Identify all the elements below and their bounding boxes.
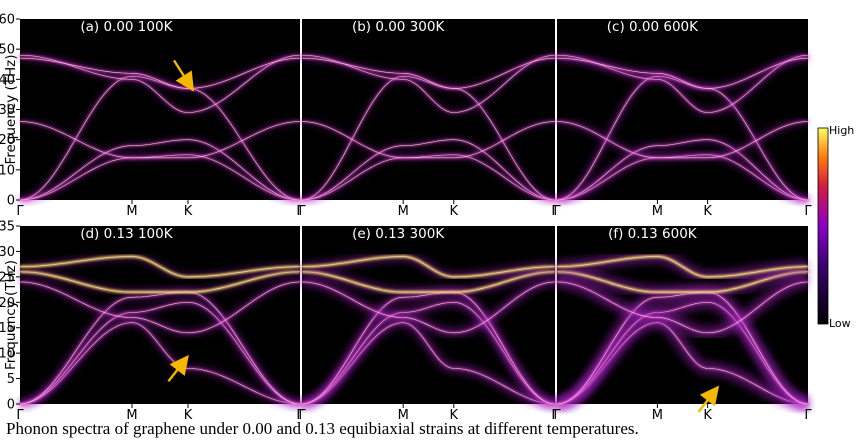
x-tick-label: K xyxy=(703,408,712,423)
panels: (a) 0.00 100K (b) 0.00 300K (c) 0.00 600K (… xyxy=(19,19,809,413)
x-tick-label: K xyxy=(184,408,193,423)
y-tick-label: 50 xyxy=(0,43,15,58)
x-tick-label: Γ xyxy=(804,204,812,219)
panel-title: (c) 0.00 600K xyxy=(607,19,699,35)
y-axis-label: Frequency (THz) xyxy=(3,54,19,164)
band-core-5 xyxy=(301,256,555,278)
x-tick-label: M xyxy=(126,408,137,423)
panel-e: (e) 0.13 300K xyxy=(301,226,556,409)
x-tick-label: M xyxy=(652,204,663,219)
y-tick-label: 10 xyxy=(0,163,15,178)
band-core-0 xyxy=(19,322,301,405)
y-tick-label: 10 xyxy=(0,347,15,362)
band-core-3 xyxy=(19,281,301,334)
panel-f: (f) 0.13 600K xyxy=(556,226,809,413)
band-core-4 xyxy=(556,271,809,293)
y-tick-label: 0 xyxy=(7,194,15,209)
band-core-5 xyxy=(19,256,300,278)
panel-title: (b) 0.00 300K xyxy=(352,19,446,35)
panel-c: (c) 0.00 600K xyxy=(556,19,809,203)
y-tick-label: 60 xyxy=(0,13,15,28)
y-tick-label: 5 xyxy=(7,372,15,387)
y-tick-label: 30 xyxy=(0,103,15,118)
x-tick-label: Γ xyxy=(298,408,306,423)
x-tick-label: Γ xyxy=(551,204,559,219)
band-core-3 xyxy=(556,281,809,334)
colorbar-gradient xyxy=(817,127,829,325)
band-core-3 xyxy=(556,121,809,159)
x-tick-label: K xyxy=(450,204,459,219)
annotation-arrow xyxy=(167,354,189,383)
x-tick-label: Γ xyxy=(296,204,304,219)
panel-title: (d) 0.13 100K xyxy=(80,226,174,242)
y-tick-label: 20 xyxy=(0,296,15,311)
band-core-4 xyxy=(301,271,556,293)
y-tick-label: 15 xyxy=(0,321,15,336)
panel-b: (b) 0.00 300K xyxy=(301,19,556,202)
band-core-5 xyxy=(556,57,809,89)
y-tick-label: 30 xyxy=(0,245,15,260)
x-tick-label: Γ xyxy=(296,408,304,423)
panel-title: (e) 0.13 300K xyxy=(352,226,445,242)
band-core-4 xyxy=(19,271,301,293)
y-tick-label: 0 xyxy=(7,398,15,413)
annotation-arrow xyxy=(172,59,194,92)
annotation-arrow xyxy=(697,385,720,413)
band-core-5 xyxy=(19,57,301,89)
band-core-3 xyxy=(301,121,556,159)
x-tick-label: K xyxy=(703,204,712,219)
x-tick-label: M xyxy=(652,408,663,423)
x-tick-label: Γ xyxy=(16,408,24,423)
colorbar-high-label: High xyxy=(829,124,854,137)
panel-title: (f) 0.13 600K xyxy=(608,226,698,242)
band-core-1 xyxy=(301,139,556,201)
x-tick-label: Γ xyxy=(298,204,306,219)
x-tick-label: K xyxy=(184,204,193,219)
colorbar-low-label: Low xyxy=(829,317,851,330)
figure-caption: Phonon spectra of graphene under 0.00 an… xyxy=(6,419,639,438)
x-tick-label: M xyxy=(398,408,409,423)
y-axis-label: Frequency (THz) xyxy=(3,260,19,370)
panel-background xyxy=(302,19,555,200)
colorbar: High Low xyxy=(817,124,854,330)
band-core-5 xyxy=(556,256,808,278)
panel-background xyxy=(20,19,300,200)
y-tick-label: 35 xyxy=(0,220,15,235)
x-tick-label: Γ xyxy=(16,204,24,219)
x-tick-label: K xyxy=(450,408,459,423)
x-tick-label: M xyxy=(126,204,137,219)
y-tick-label: 20 xyxy=(0,133,15,148)
panel-a: (a) 0.00 100K xyxy=(19,19,301,202)
x-tick-label: Γ xyxy=(553,408,561,423)
band-core-1 xyxy=(556,139,809,201)
x-tick-label: Γ xyxy=(553,204,561,219)
band-core-3 xyxy=(301,281,556,334)
panel-d: (d) 0.13 100K xyxy=(19,226,301,407)
panel-background xyxy=(557,19,808,200)
band-core-5 xyxy=(301,57,556,89)
panel-title: (a) 0.00 100K xyxy=(80,19,173,35)
y-tick-label: 25 xyxy=(0,270,15,285)
x-tick-label: Γ xyxy=(804,408,812,423)
x-tick-label: M xyxy=(398,204,409,219)
band-core-3 xyxy=(19,121,301,159)
x-tick-label: Γ xyxy=(551,408,559,423)
y-tick-label: 40 xyxy=(0,73,15,88)
band-core-1 xyxy=(19,139,301,201)
